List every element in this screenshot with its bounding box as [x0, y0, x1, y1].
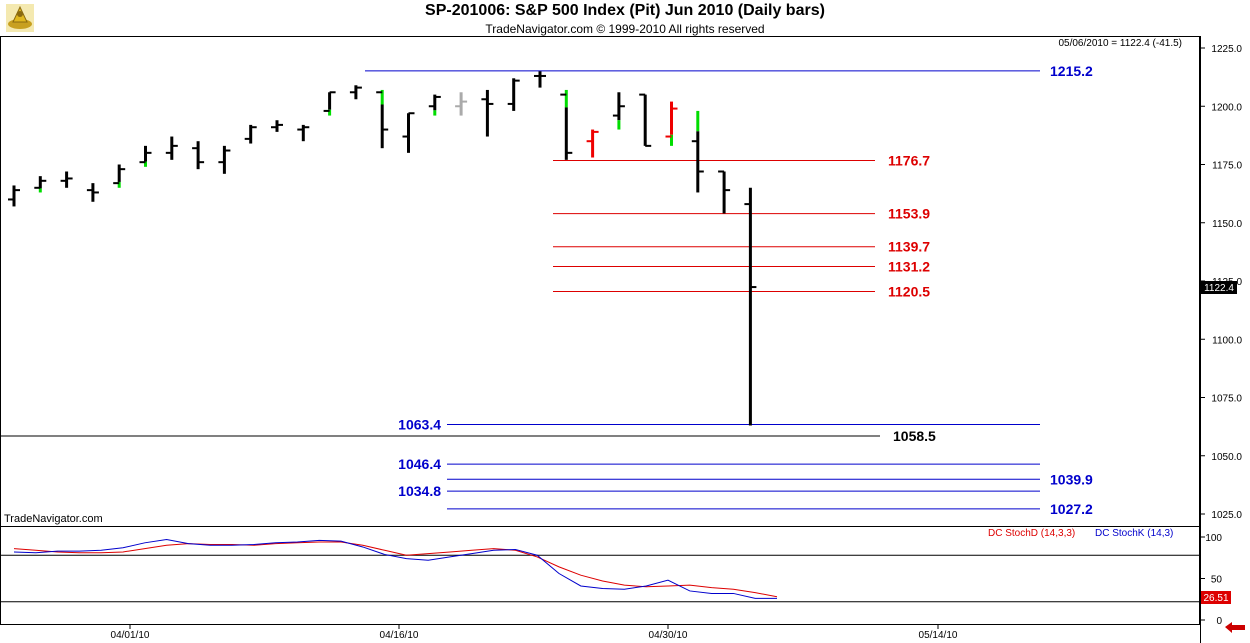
price-tick-label: 1200.0: [1211, 102, 1242, 113]
price-bar: [507, 78, 520, 111]
date-axis: 04/01/10 04/16/10 04/30/10 05/14/10: [111, 625, 958, 641]
date-tick-label: 05/14/10: [919, 630, 958, 641]
price-tick-label: 1225.0: [1211, 44, 1242, 55]
price-bar: [639, 93, 652, 147]
support-resistance-levels: 1215.2 1176.7 1153.9 1139.7 1131.2 1120.5 1063…: [0, 63, 1093, 517]
chart-title: SP-201006: S&P 500 Index (Pit) Jun 2010 …: [425, 2, 825, 19]
level-label: 1131.2: [888, 259, 930, 275]
price-bar: [560, 89, 573, 160]
last-price-tag: 1122.4: [1201, 281, 1237, 294]
price-bar: [349, 85, 362, 100]
stochastic-lines: [13, 538, 778, 599]
ohlc-bars: [8, 71, 757, 426]
price-bar: [428, 94, 441, 116]
stoch-tick-label: 50: [1211, 575, 1223, 586]
price-pane-frame: [0, 36, 1200, 527]
price-axis: 1225.01200.01175.01150.01125.01100.01075…: [1200, 44, 1242, 521]
level-label: 1046.4: [398, 456, 441, 472]
price-bar: [586, 129, 599, 158]
price-bar: [86, 183, 99, 202]
price-bar: [8, 185, 20, 207]
price-tick-label: 1150.0: [1212, 219, 1242, 230]
level-label: 1153.9: [888, 206, 930, 222]
stoch-k-line: [13, 538, 777, 599]
level-label: 1058.5: [893, 428, 936, 444]
price-tick-label: 1100.0: [1212, 335, 1242, 346]
date-tick-label: 04/01/10: [111, 630, 150, 641]
price-bar: [244, 124, 257, 144]
price-bar: [192, 141, 205, 170]
level-label: 1027.2: [1050, 501, 1093, 517]
price-bar: [718, 170, 731, 214]
stoch-k-legend: DC StochK (14,3): [1095, 528, 1173, 539]
price-tick-label: 1025.0: [1211, 510, 1242, 521]
price-bar: [455, 92, 468, 116]
stoch-last-tag: 26.51: [1201, 591, 1231, 604]
price-bar: [481, 89, 494, 137]
price-tick-label: 1050.0: [1211, 452, 1242, 463]
price-quote: 05/06/2010 = 1122.4 (-41.5): [1058, 38, 1182, 49]
level-label: 1063.4: [398, 417, 441, 433]
level-label: 1139.7: [888, 239, 930, 255]
stoch-d-line: [13, 541, 778, 598]
price-bar: [744, 187, 757, 426]
level-label: 1215.2: [1050, 63, 1093, 79]
stochastic-pane-frame: [0, 526, 1200, 625]
price-tick-label: 1075.0: [1211, 394, 1242, 405]
stoch-tick-label: 0: [1216, 616, 1222, 627]
price-bar: [376, 89, 389, 149]
price-bar: [218, 145, 231, 174]
price-bar: [34, 176, 47, 193]
svg-text:1122.4: 1122.4: [1204, 283, 1234, 294]
price-bar: [323, 91, 336, 116]
level-label: 1120.5: [888, 283, 930, 299]
stochastic-axis: 100 50 0: [0, 533, 1222, 627]
scroll-left-arrow-icon[interactable]: [1225, 622, 1245, 633]
price-bar: [113, 164, 126, 188]
svg-text:26.51: 26.51: [1203, 593, 1228, 604]
watermark: TradeNavigator.com: [4, 513, 103, 525]
price-bar: [612, 92, 625, 130]
price-bar: [297, 124, 310, 142]
price-bar: [165, 136, 178, 160]
stoch-tick-label: 100: [1205, 533, 1222, 544]
price-bar: [271, 120, 283, 132]
date-tick-label: 04/16/10: [380, 630, 419, 641]
price-bar: [139, 145, 152, 167]
price-bar: [60, 171, 73, 188]
price-bar: [665, 101, 678, 146]
price-bar: [402, 112, 415, 153]
chart-copyright: TradeNavigator.com © 1999-2010 All right…: [485, 22, 765, 36]
price-tick-label: 1175.0: [1212, 161, 1242, 172]
price-bar: [691, 110, 704, 193]
stoch-d-legend: DC StochD (14,3,3): [988, 528, 1075, 539]
level-label: 1176.7: [888, 153, 930, 169]
date-tick-label: 04/30/10: [649, 630, 688, 641]
price-bar: [534, 71, 546, 88]
level-label: 1039.9: [1050, 471, 1093, 487]
trade-navigator-logo-icon[interactable]: [4, 2, 36, 34]
level-label: 1034.8: [398, 483, 441, 499]
